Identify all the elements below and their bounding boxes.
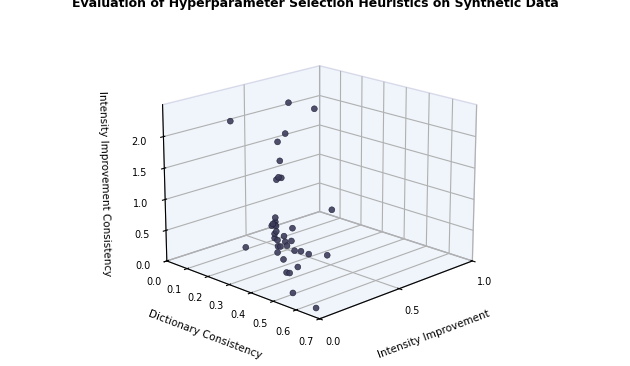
Title: Evaluation of Hyperparameter Selection Heuristics on Synthetic Data: Evaluation of Hyperparameter Selection H… <box>72 0 558 10</box>
Y-axis label: Dictionary Consistency: Dictionary Consistency <box>147 309 263 361</box>
X-axis label: Intensity Improvement: Intensity Improvement <box>377 309 491 361</box>
